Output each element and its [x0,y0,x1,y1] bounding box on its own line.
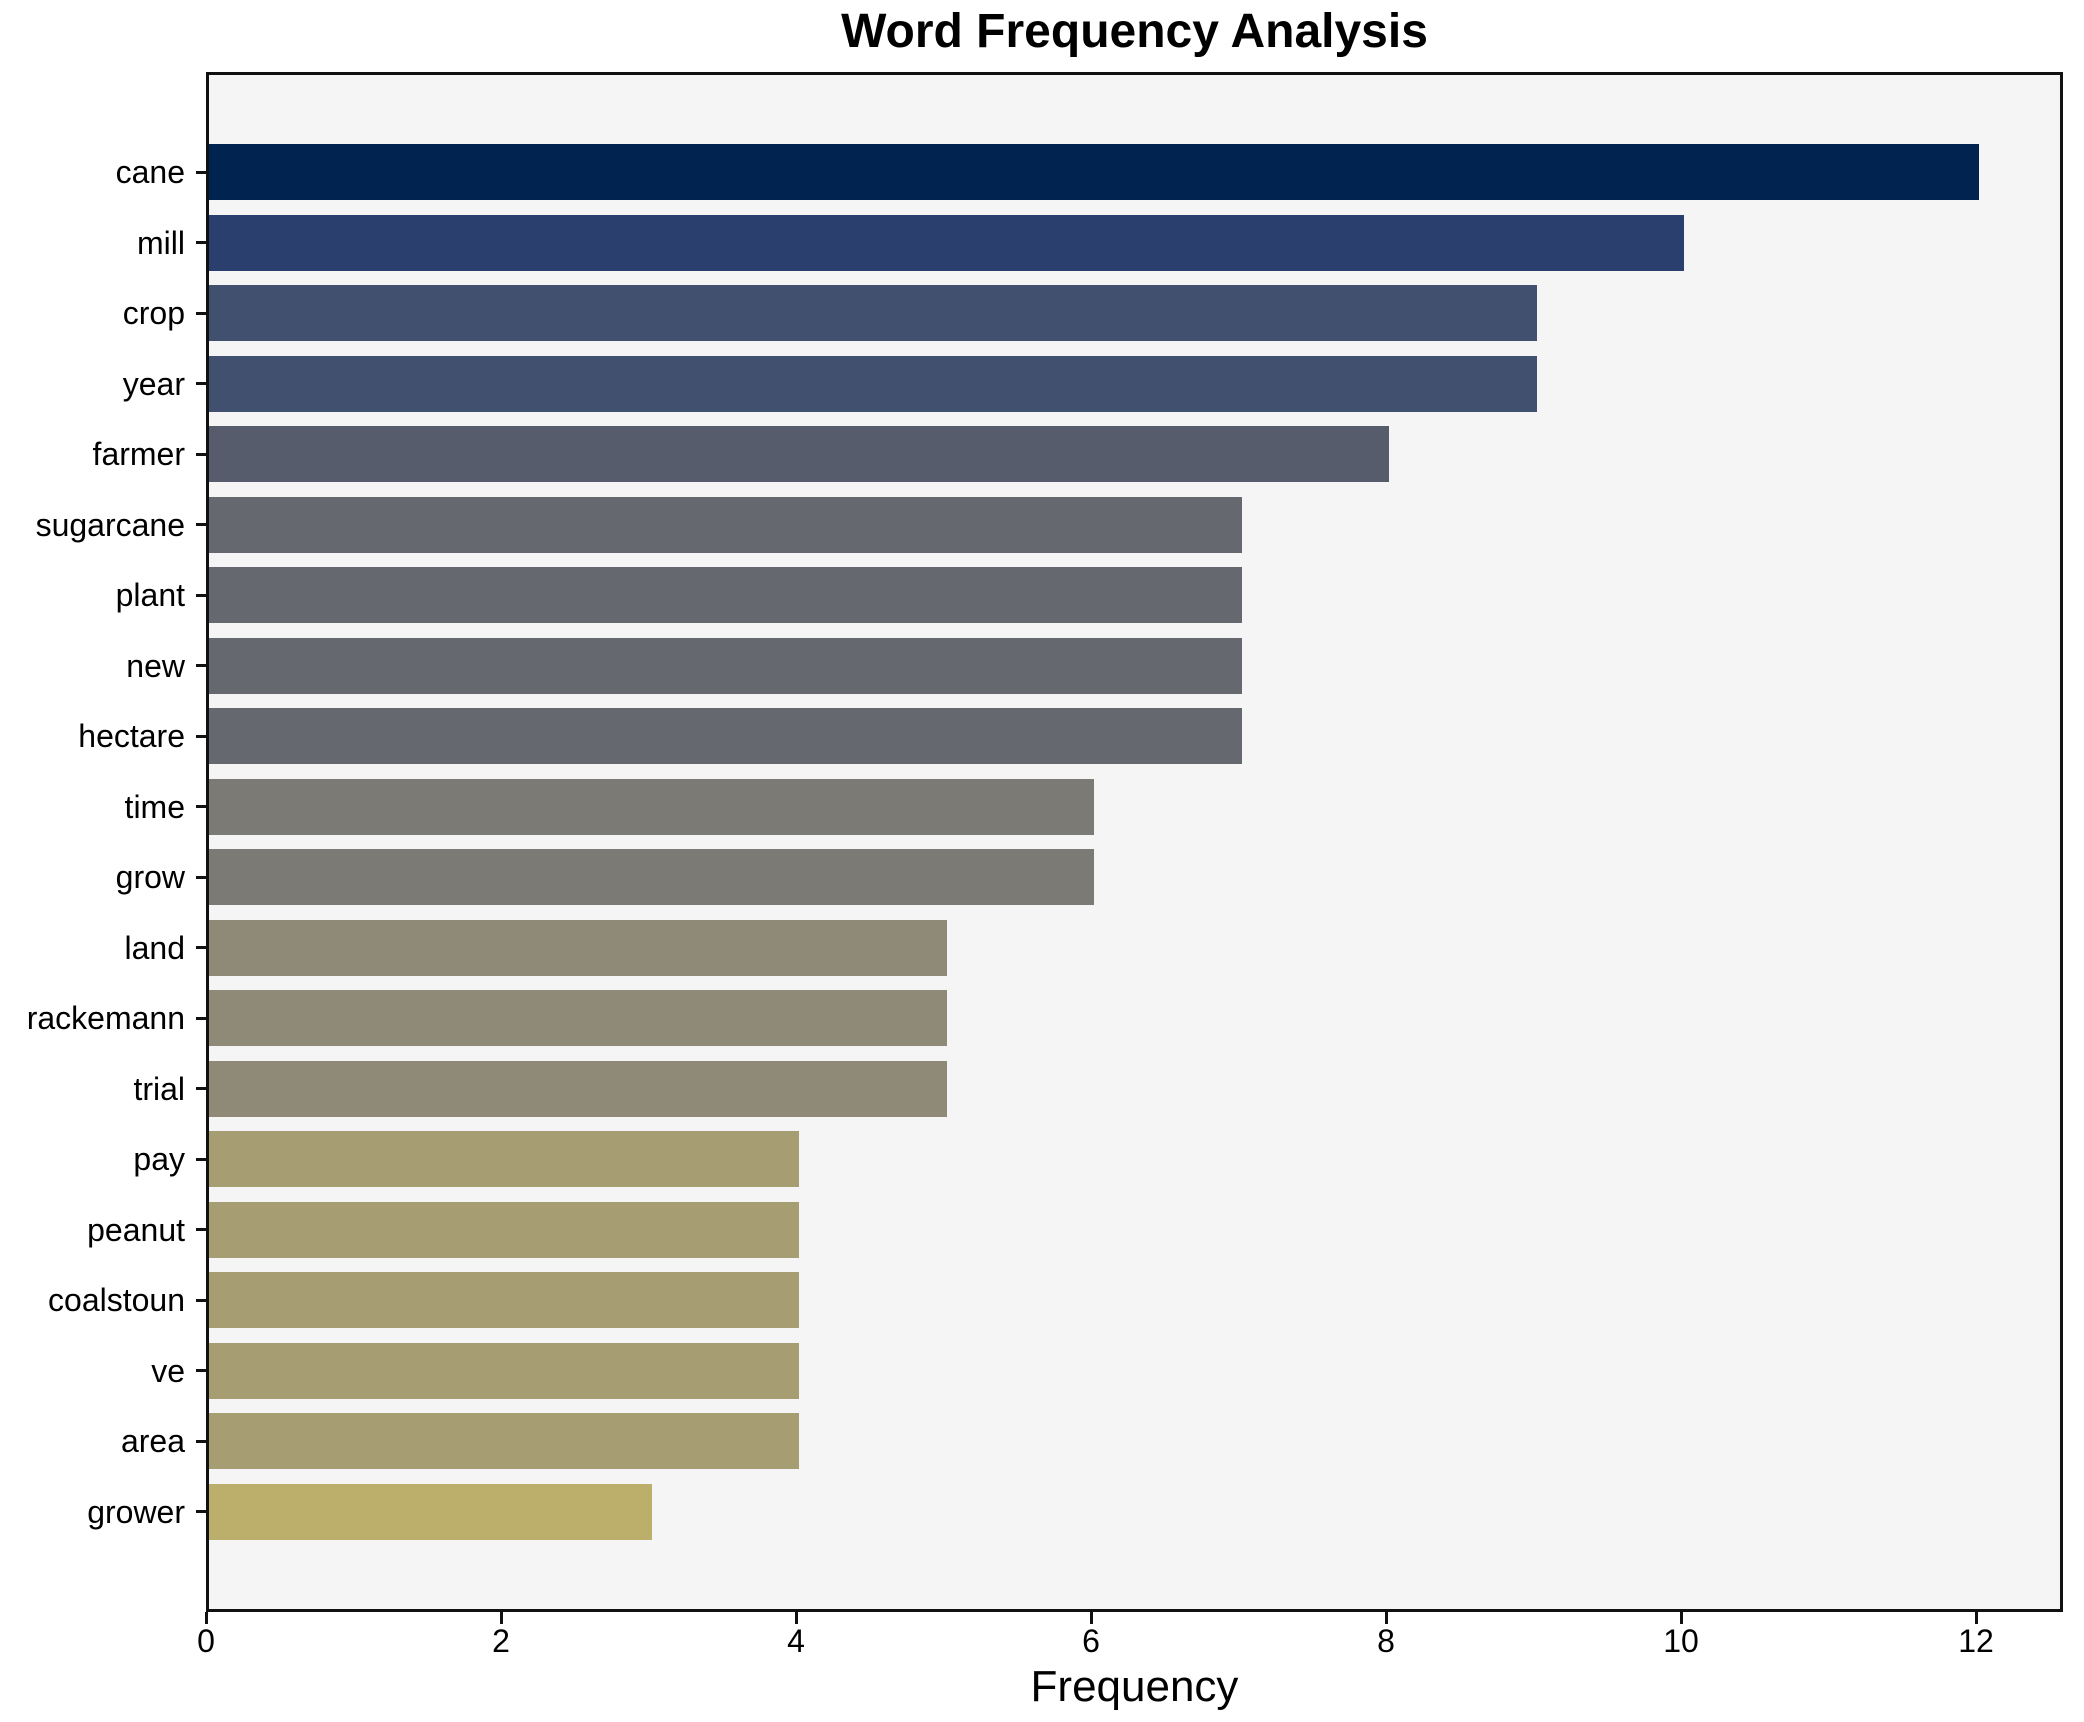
y-tick-mark [196,1157,206,1161]
y-tick-label-grow: grow [115,859,185,896]
y-tick-mark [196,805,206,809]
y-tick-label-pay: pay [133,1141,185,1178]
x-tick-label-10: 10 [1663,1623,1699,1659]
y-tick-label-farmer: farmer [92,436,185,473]
bar-pay [209,1131,799,1188]
x-tick-mark [1974,1612,1978,1624]
y-tick-mark [196,734,206,738]
bar-farmer [209,426,1389,483]
bar-row-hectare [209,701,2060,772]
bar-row-farmer [209,419,2060,490]
bar-year [209,355,1537,412]
bar-row-grow [209,842,2060,913]
x-tick-mark [499,1612,503,1624]
y-tick-label-plant: plant [115,577,185,614]
y-tick-label-rackemann: rackemann [26,1000,185,1037]
y-tick-mark [196,241,206,245]
bar-area [209,1413,799,1470]
y-tick-mark [196,1016,206,1020]
x-axis-label: Frequency [1030,1662,1239,1711]
x-tick-mark [204,1612,208,1624]
y-tick-mark [196,311,206,315]
bar-sugarcane [209,496,1242,553]
bar-row-crop [209,278,2060,349]
y-tick-label-ve: ve [151,1352,185,1389]
y-tick-label-area: area [120,1423,185,1460]
y-tick-mark [196,1439,206,1443]
bar-cane [209,144,1979,201]
y-tick-mark [196,1087,206,1091]
bar-mill [209,214,1684,271]
y-tick-label-trial: trial [133,1070,185,1107]
bar-grow [209,849,1094,906]
y-tick-label-land: land [124,929,186,966]
x-tick-label-0: 0 [197,1623,215,1659]
y-tick-label-coalstoun: coalstoun [48,1282,185,1319]
bar-row-cane [209,137,2060,208]
bar-plant [209,567,1242,624]
plot-area [206,72,2063,1612]
bar-row-pay [209,1124,2060,1195]
bar-time [209,778,1094,835]
y-tick-mark [196,664,206,668]
bar-row-peanut [209,1195,2060,1266]
y-tick-mark [196,946,206,950]
x-tick-label-6: 6 [1082,1623,1100,1659]
bar-row-year [209,349,2060,420]
bar-row-sugarcane [209,490,2060,561]
bar-grower [209,1483,652,1540]
bar-hectare [209,708,1242,765]
bar-coalstoun [209,1272,799,1329]
bars-container [209,75,2060,1609]
y-tick-label-grower: grower [87,1493,185,1530]
y-tick-label-peanut: peanut [87,1211,185,1248]
x-tick-mark [1679,1612,1683,1624]
y-tick-label-hectare: hectare [78,718,185,755]
bar-row-land [209,913,2060,984]
y-tick-mark [196,1228,206,1232]
bar-row-plant [209,560,2060,631]
y-tick-label-mill: mill [137,224,185,261]
y-tick-mark [196,1369,206,1373]
y-tick-label-year: year [122,365,185,402]
bar-row-area [209,1406,2060,1477]
x-tick-label-12: 12 [1958,1623,1994,1659]
y-tick-mark [196,452,206,456]
y-tick-mark [196,593,206,597]
y-tick-mark [196,523,206,527]
bar-crop [209,285,1537,342]
y-tick-label-sugarcane: sugarcane [35,506,185,543]
y-tick-label-crop: crop [122,295,185,332]
x-tick-mark [1384,1612,1388,1624]
bar-row-time [209,772,2060,843]
bar-row-new [209,631,2060,702]
y-tick-label-cane: cane [115,154,185,191]
bar-rackemann [209,990,947,1047]
bar-row-coalstoun [209,1265,2060,1336]
x-tick-mark [1089,1612,1093,1624]
y-tick-label-time: time [124,788,185,825]
bar-row-ve [209,1336,2060,1407]
bar-row-mill [209,208,2060,279]
bar-new [209,637,1242,694]
bar-peanut [209,1201,799,1258]
y-tick-mark [196,1510,206,1514]
x-tick-label-8: 8 [1377,1623,1395,1659]
y-tick-mark [196,875,206,879]
bar-row-trial [209,1054,2060,1125]
y-tick-mark [196,382,206,386]
x-tick-mark [794,1612,798,1624]
y-tick-mark [196,1298,206,1302]
x-tick-label-4: 4 [787,1623,805,1659]
y-tick-mark [196,170,206,174]
bar-row-grower [209,1477,2060,1548]
y-tick-label-new: new [126,647,185,684]
bar-trial [209,1060,947,1117]
bar-ve [209,1342,799,1399]
bar-row-rackemann [209,983,2060,1054]
x-tick-label-2: 2 [492,1623,510,1659]
bar-land [209,919,947,976]
chart-title: Word Frequency Analysis [841,5,1428,58]
